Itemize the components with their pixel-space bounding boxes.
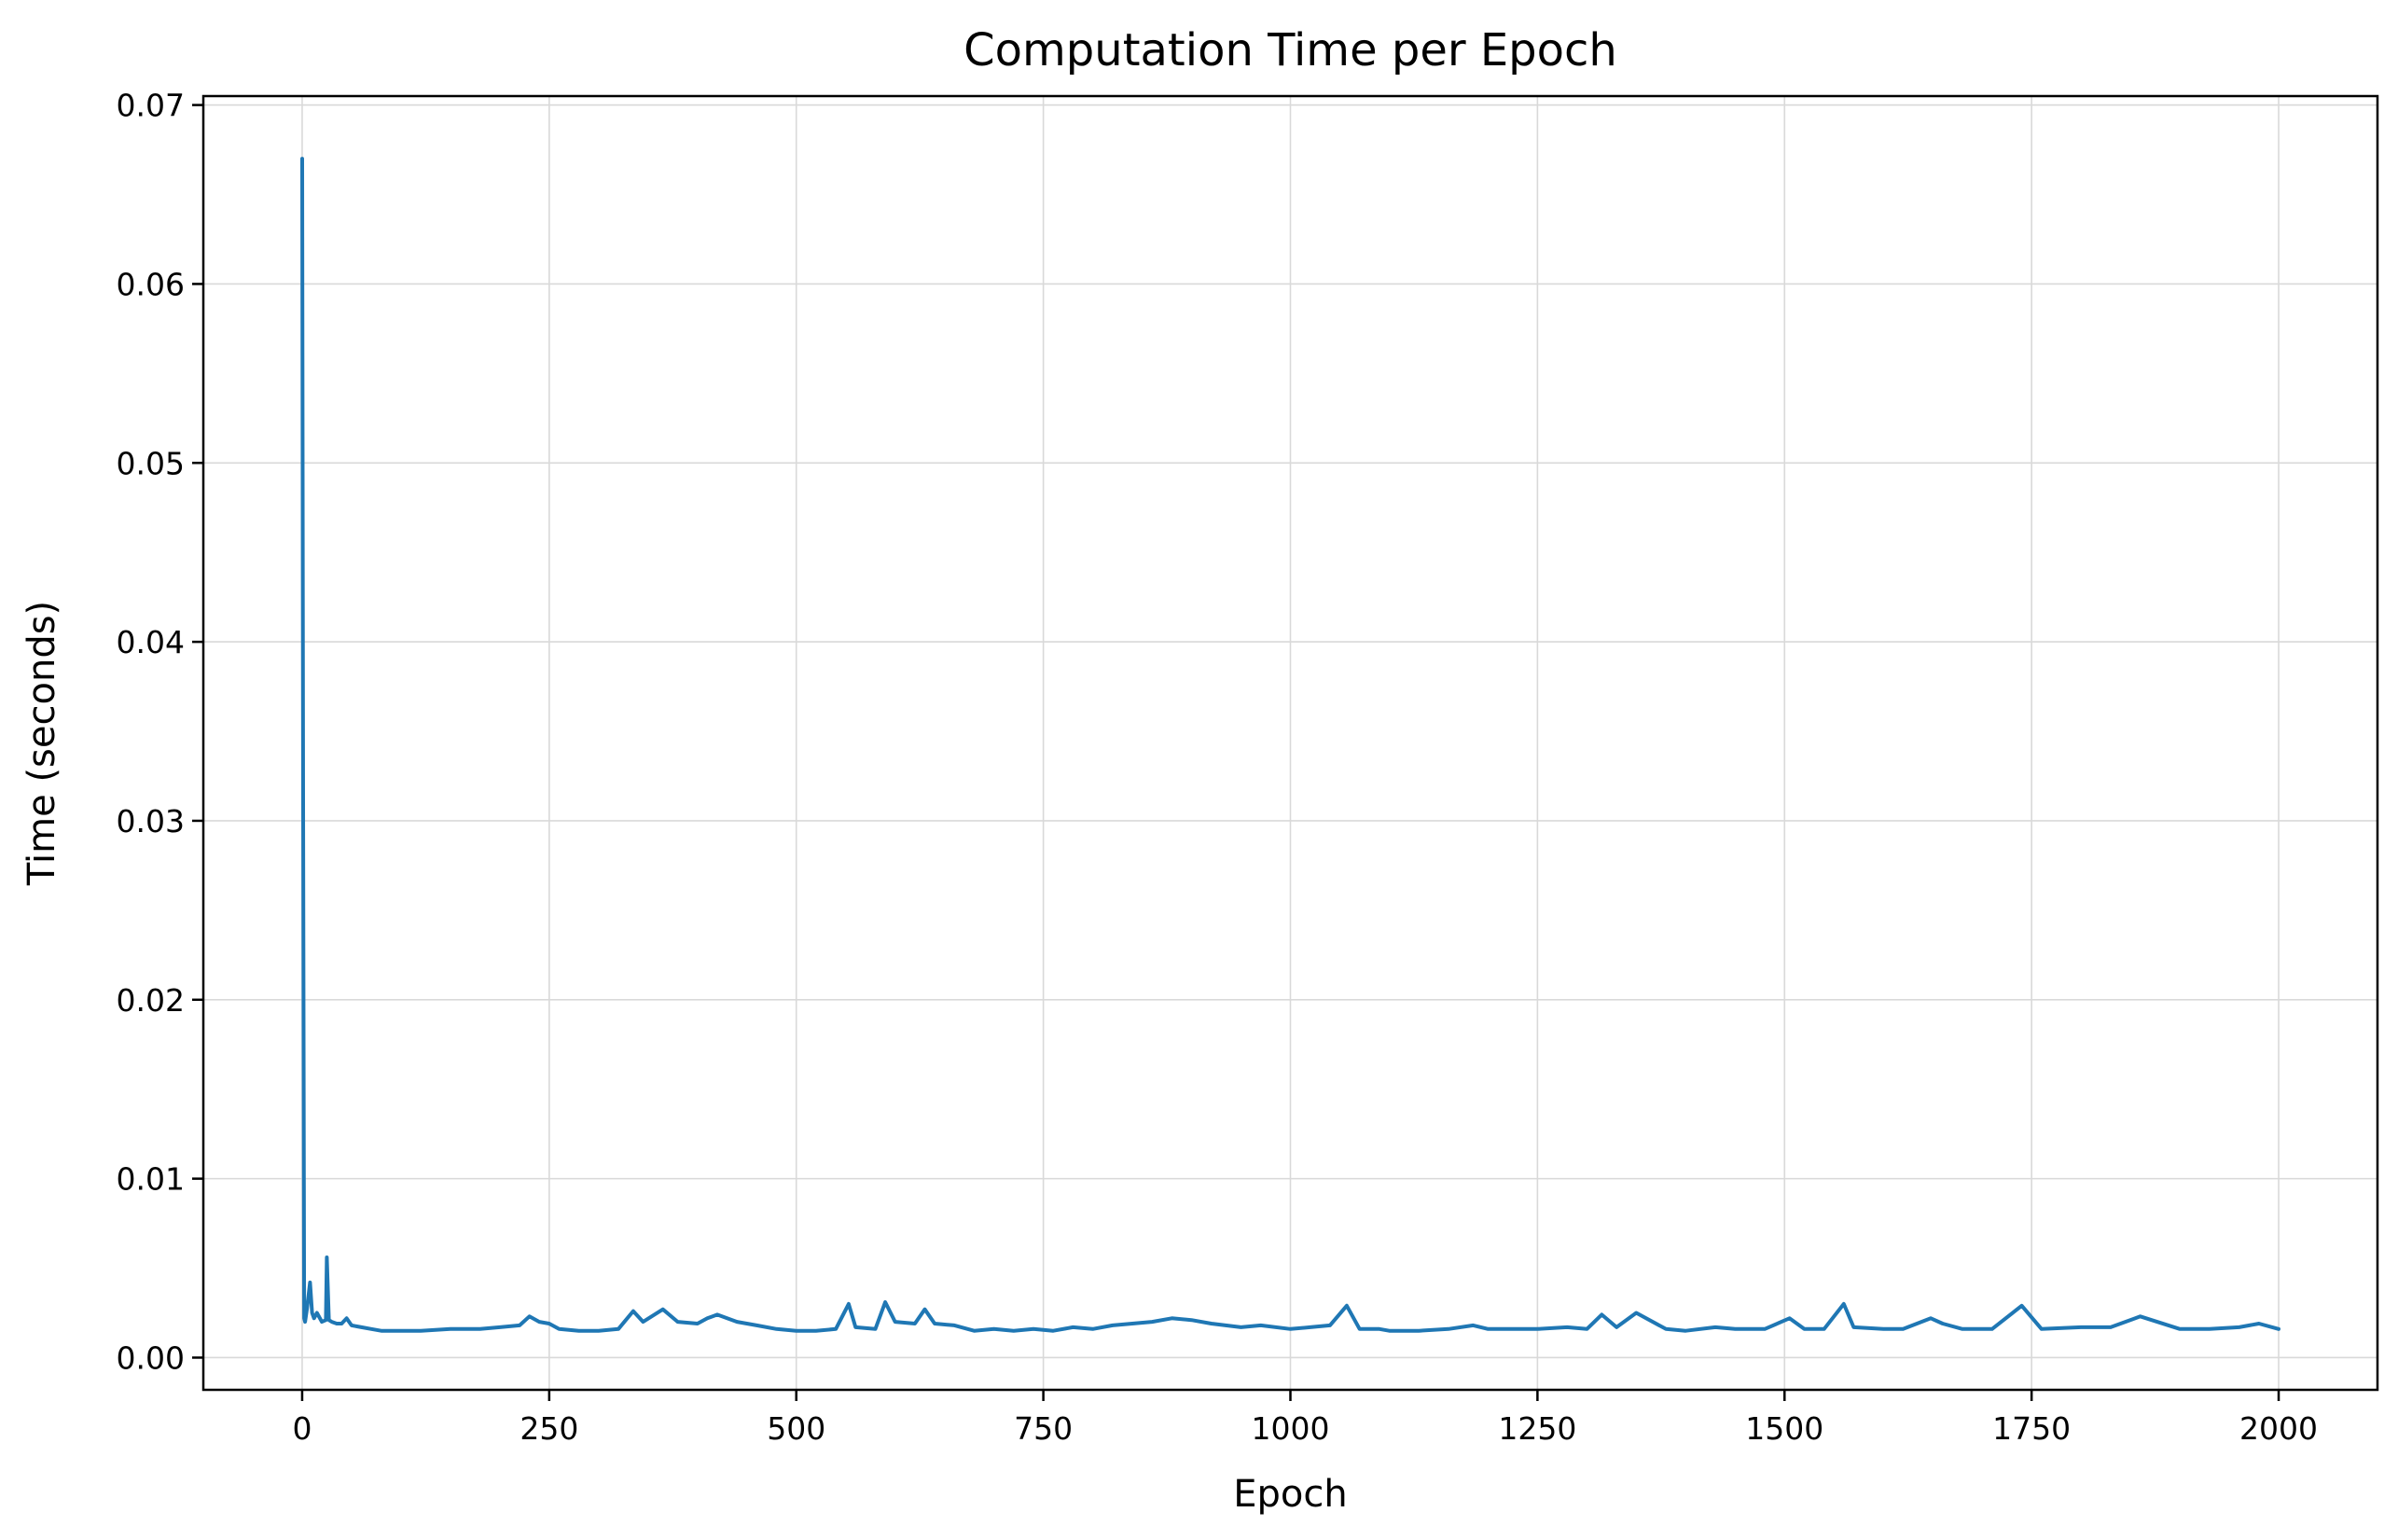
chart-title: Computation Time per Epoch — [963, 24, 1617, 76]
y-tick-label: 0.05 — [117, 445, 185, 481]
y-tick-label: 0.03 — [117, 803, 185, 839]
y-tick-label: 0.04 — [117, 624, 185, 660]
y-tick-label: 0.01 — [117, 1161, 185, 1198]
plot-area — [300, 157, 2280, 1333]
x-tick-label: 1250 — [1498, 1410, 1576, 1447]
grid-lines — [203, 96, 2377, 1390]
x-axis-ticks: 0 250 500 750 1000 1250 1500 1750 2000 — [292, 1390, 2318, 1447]
x-tick-label: 1000 — [1252, 1410, 1330, 1447]
x-tick-label: 1500 — [1745, 1410, 1823, 1447]
x-tick-label: 500 — [767, 1410, 825, 1447]
y-tick-label: 0.06 — [117, 266, 185, 302]
x-tick-label: 750 — [1014, 1410, 1073, 1447]
x-tick-label: 2000 — [2239, 1410, 2318, 1447]
y-axis-ticks: 0.00 0.01 0.02 0.03 0.04 0.05 0.06 0.07 — [117, 88, 203, 1376]
x-tick-label: 250 — [520, 1410, 578, 1447]
y-tick-label: 0.07 — [117, 88, 185, 124]
y-tick-label: 0.00 — [117, 1339, 185, 1376]
series-line — [300, 157, 2280, 1333]
x-tick-label: 1750 — [1992, 1410, 2071, 1447]
y-tick-label: 0.02 — [117, 982, 185, 1019]
x-tick-label: 0 — [292, 1410, 312, 1447]
x-axis-label: Epoch — [1233, 1473, 1347, 1516]
y-axis-label: Time (seconds) — [21, 601, 63, 886]
